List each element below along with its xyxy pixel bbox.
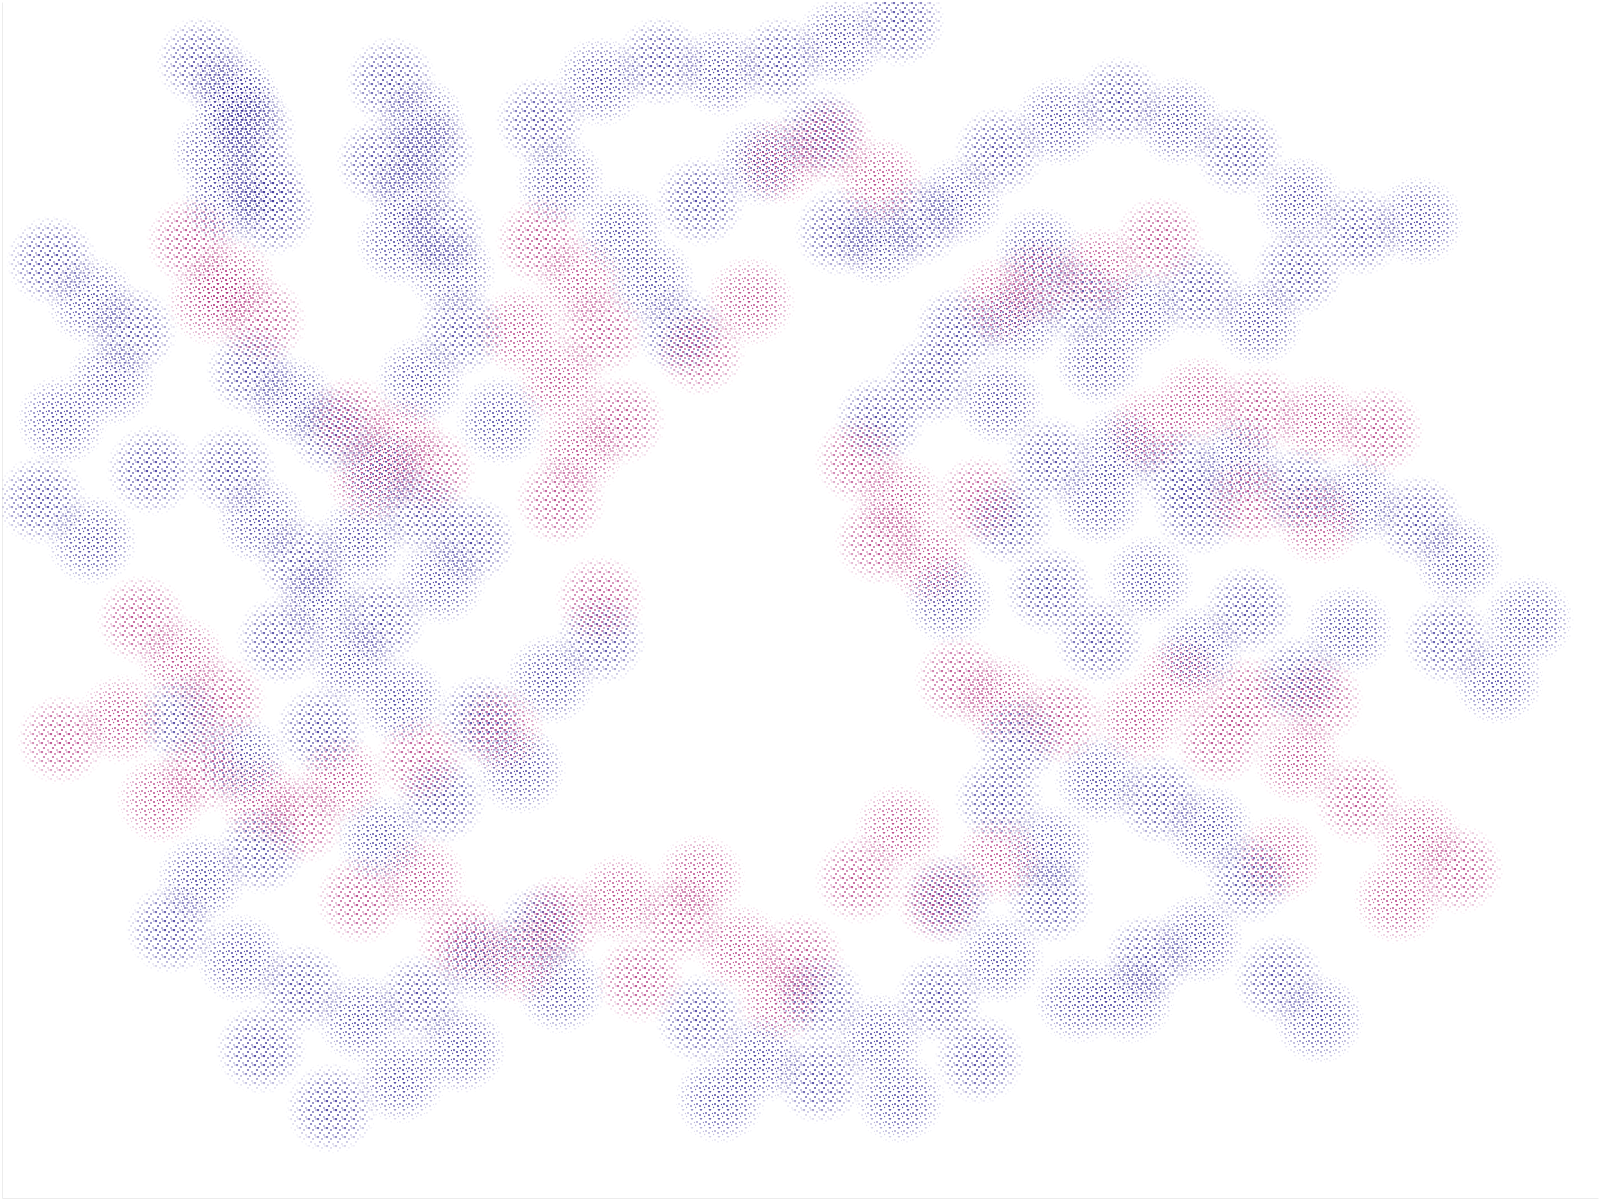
scatter-point — [834, 135, 926, 227]
marks — [2, 2, 1574, 1154]
axis-line — [3, 1198, 1599, 1199]
scatter-point — [1273, 654, 1365, 746]
scatter-point — [1113, 195, 1205, 287]
scatter-point — [46, 494, 138, 586]
scatter-point — [185, 424, 277, 516]
scatter-point — [654, 833, 746, 925]
scatter-point — [285, 1062, 377, 1154]
scatter-point — [1333, 385, 1425, 477]
scatter-point — [954, 813, 1046, 905]
scatter-point — [16, 694, 108, 786]
scatter-point — [934, 454, 1026, 546]
scatter-point — [1273, 973, 1365, 1065]
scatter-point — [1013, 674, 1105, 766]
y-axis — [2, 3, 3, 1199]
scatter-point — [1133, 634, 1225, 726]
scatter-point — [325, 434, 417, 526]
scatter-point — [375, 713, 467, 805]
scatter-point — [1233, 813, 1325, 905]
scatter-point — [1103, 385, 1195, 477]
scatter-point — [475, 285, 567, 377]
scatter-point — [555, 554, 647, 646]
scatter-point — [734, 953, 826, 1045]
scatter-point — [854, 2, 946, 68]
axis-line — [2, 3, 3, 1199]
scatter-point — [1353, 853, 1445, 945]
scatter-point — [594, 933, 686, 1025]
scatter-point — [1053, 594, 1145, 686]
scatter-point — [116, 753, 208, 845]
scatter-point — [854, 1052, 946, 1144]
scatter-point — [295, 733, 387, 825]
scatter-point — [375, 833, 467, 925]
scatter-point — [515, 454, 607, 546]
scatter-point — [1412, 514, 1504, 606]
plot — [0, 0, 1598, 1198]
scatter-point — [106, 424, 198, 516]
scatter-point — [385, 106, 477, 198]
scatter-point — [934, 1012, 1026, 1104]
scatter-point — [1083, 953, 1175, 1045]
series — [16, 96, 1505, 1045]
scatter-point — [674, 1052, 766, 1144]
scatter-point — [1372, 175, 1464, 267]
scatter-point — [1273, 474, 1365, 566]
scatter-point — [415, 1003, 507, 1095]
scatter-point — [1253, 225, 1345, 317]
x-axis — [3, 1198, 1599, 1199]
chart — [0, 0, 1600, 1200]
scatter-point — [1452, 634, 1544, 726]
scatter-point — [704, 255, 796, 347]
scatter-point — [215, 1003, 307, 1095]
scatter-point — [66, 335, 158, 427]
series — [2, 2, 1574, 1154]
scatter-point — [455, 684, 547, 776]
scatter-point — [165, 255, 257, 347]
scatter-point — [195, 66, 287, 158]
